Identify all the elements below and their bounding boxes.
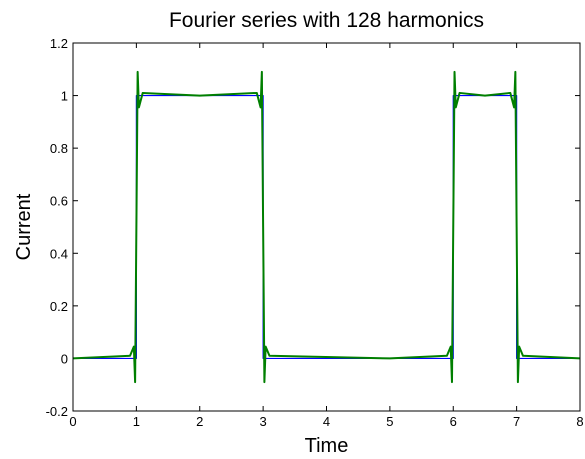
x-tick-label: 2 bbox=[196, 414, 203, 429]
plot-frame bbox=[72, 42, 581, 412]
y-tick-label: 0.8 bbox=[50, 141, 68, 156]
x-tick-label: 5 bbox=[386, 414, 393, 429]
x-tick-label: 7 bbox=[513, 414, 520, 429]
y-tick-label: 1.2 bbox=[50, 36, 68, 51]
x-tick-label: 1 bbox=[133, 414, 140, 429]
y-tick-label: 0.6 bbox=[50, 194, 68, 209]
chart-title: Fourier series with 128 harmonics bbox=[169, 9, 484, 32]
x-tick-label: 0 bbox=[69, 414, 76, 429]
x-tick-label: 6 bbox=[450, 414, 457, 429]
x-tick-label: 3 bbox=[260, 414, 267, 429]
y-tick-label: 0.2 bbox=[50, 299, 68, 314]
y-tick-label: 1 bbox=[61, 89, 68, 104]
series-fourier-approximation bbox=[72, 70, 581, 384]
x-axis-label: Time bbox=[305, 435, 349, 457]
axis-ticks: 0 1 2 3 4 5 6 7 8-0.200.20.40.60.811.2 bbox=[46, 36, 584, 429]
x-tick-label: 4 bbox=[323, 414, 330, 429]
x-tick-label: 8 bbox=[576, 414, 583, 429]
y-tick-label: -0.2 bbox=[46, 404, 68, 419]
y-tick-label: 0 bbox=[61, 351, 68, 366]
series-layer bbox=[72, 70, 581, 384]
y-tick-label: 0.4 bbox=[50, 246, 68, 261]
series-square-wave bbox=[73, 94, 580, 360]
y-axis-label: Current bbox=[13, 193, 35, 260]
